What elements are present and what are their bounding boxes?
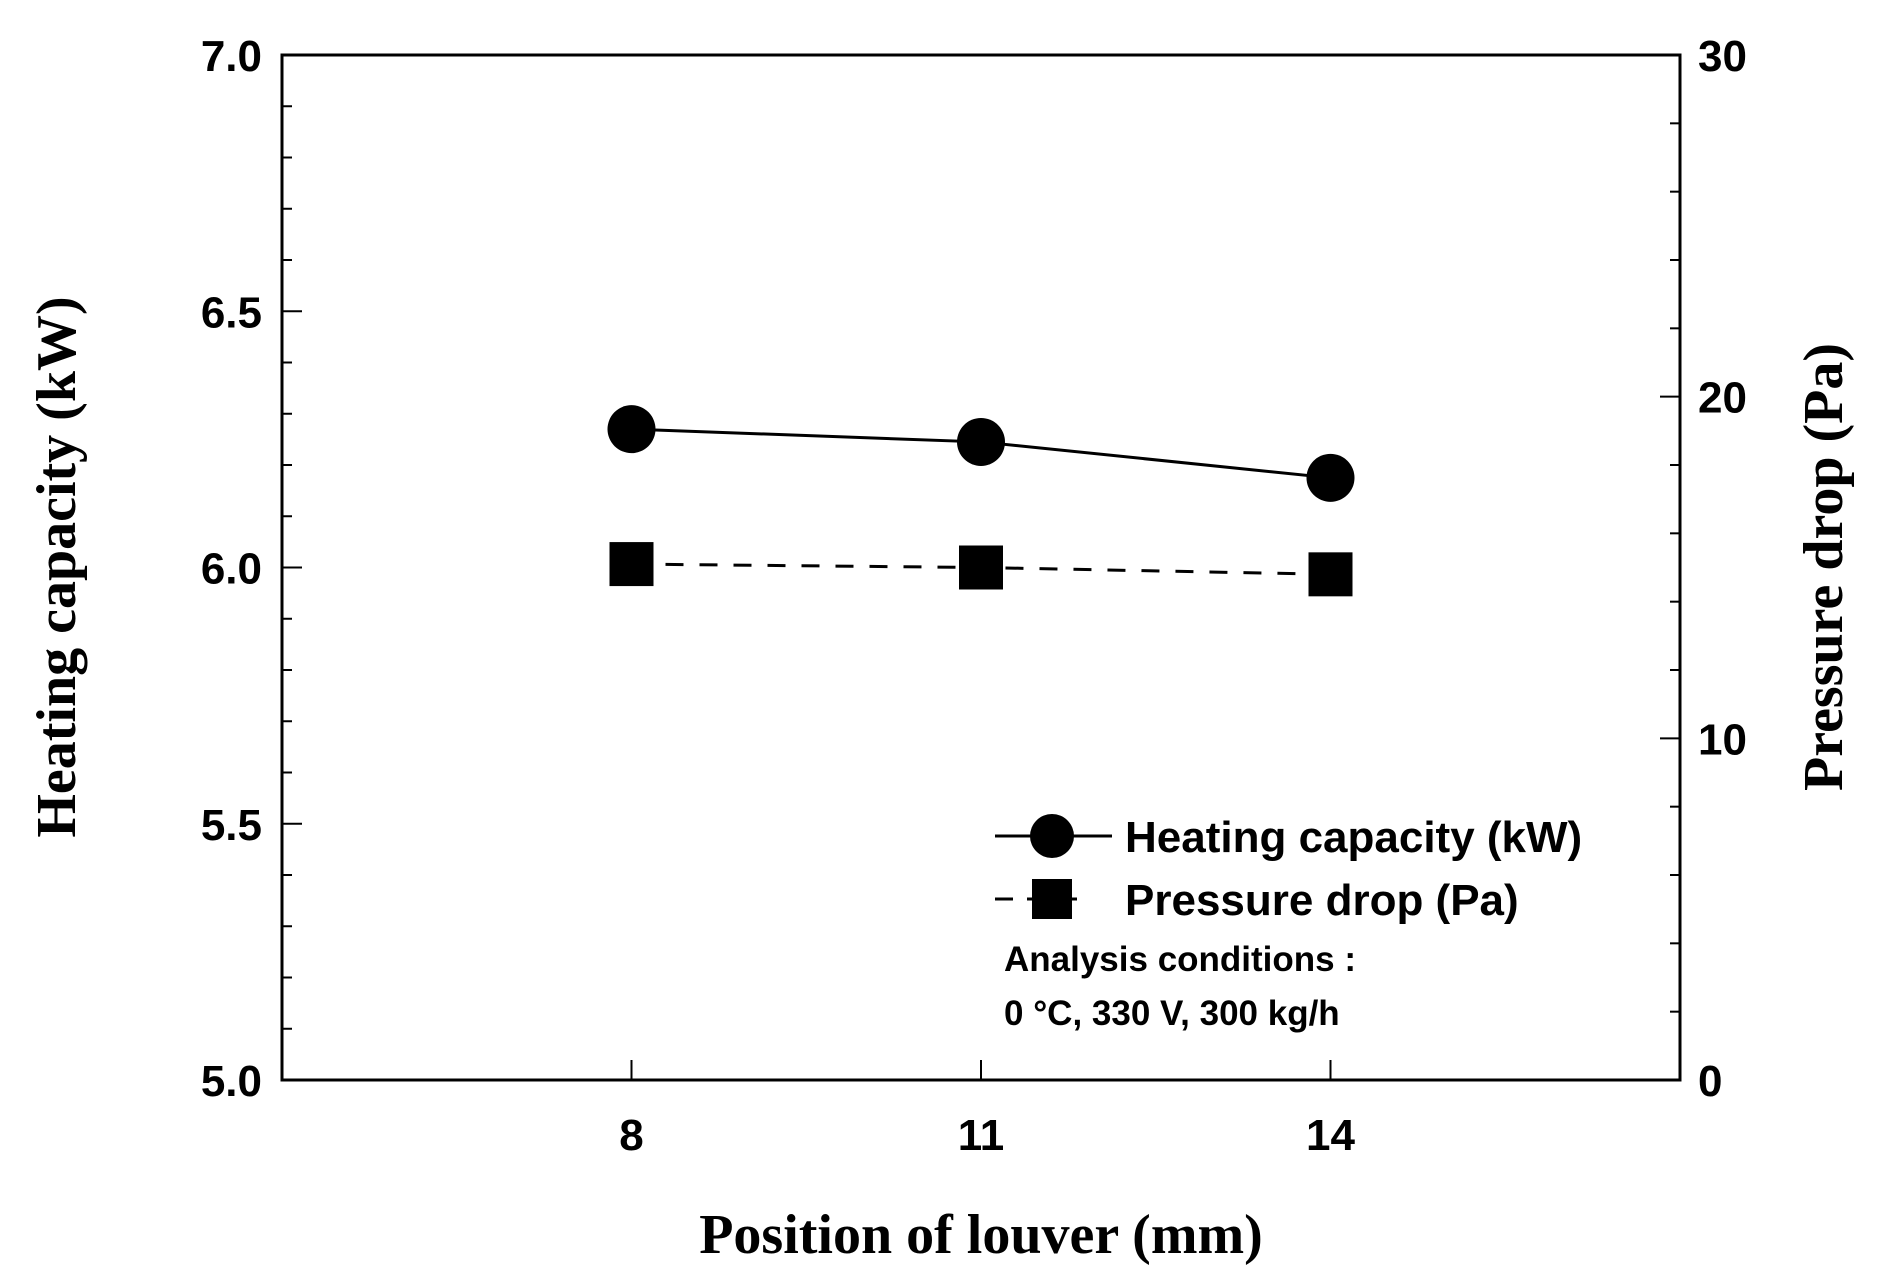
x-tick-label: 14 bbox=[1306, 1111, 1355, 1160]
pressure-data-point bbox=[959, 545, 1003, 590]
right-tick-label: 30 bbox=[1698, 32, 1747, 81]
left-tick-label: 7.0 bbox=[201, 32, 262, 81]
right-tick-label: 0 bbox=[1698, 1057, 1722, 1106]
right-axis-ticks: 0 10 20 30 bbox=[1660, 32, 1747, 1106]
x-tick-label: 8 bbox=[619, 1111, 643, 1160]
left-tick-label: 6.0 bbox=[201, 545, 262, 594]
legend-label-pressure: Pressure drop (Pa) bbox=[1125, 876, 1519, 925]
heating-data-point bbox=[607, 405, 656, 454]
y2-axis-title: Pressure drop (Pa) bbox=[1793, 343, 1855, 791]
analysis-conditions-values: 0 °C, 330 V, 300 kg/h bbox=[1004, 994, 1340, 1033]
series-layer bbox=[607, 405, 1355, 597]
legend-label-heating: Heating capacity (kW) bbox=[1125, 813, 1582, 862]
right-tick-label: 20 bbox=[1698, 374, 1747, 423]
legend: Heating capacity (kW) Pressure drop (Pa)… bbox=[995, 813, 1582, 1033]
pressure-data-point bbox=[609, 542, 654, 587]
y-axis-title: Heating capacity (kW) bbox=[26, 296, 88, 837]
right-tick-label: 10 bbox=[1698, 715, 1747, 764]
left-tick-label: 6.5 bbox=[201, 288, 262, 337]
legend-marker-pressure bbox=[1032, 879, 1072, 919]
pressure-data-point bbox=[1308, 552, 1353, 597]
heating-data-point bbox=[1306, 453, 1355, 502]
left-tick-label: 5.0 bbox=[201, 1057, 262, 1106]
x-tick-label: 11 bbox=[958, 1111, 1005, 1160]
x-axis-title: Position of louver (mm) bbox=[699, 1204, 1263, 1266]
left-axis-ticks: 5.0 5.5 6.0 6.5 7.0 bbox=[201, 32, 302, 1106]
x-axis-ticks: 8 11 14 bbox=[619, 1060, 1355, 1160]
analysis-conditions-title: Analysis conditions : bbox=[1004, 940, 1356, 979]
heating-data-point bbox=[957, 417, 1005, 466]
legend-marker-heating bbox=[1030, 814, 1074, 858]
left-tick-label: 5.5 bbox=[201, 801, 262, 850]
